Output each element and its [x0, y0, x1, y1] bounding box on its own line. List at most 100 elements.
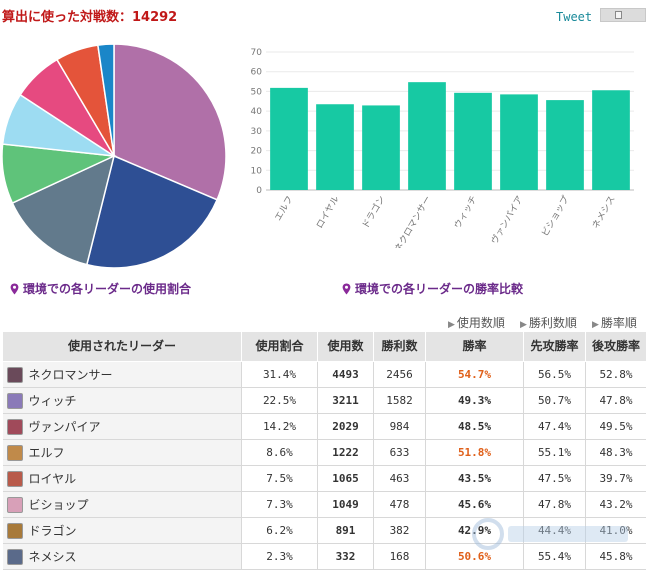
- cell-rate: 48.5%: [425, 413, 524, 440]
- cell-second-rate: 47.8%: [585, 387, 646, 414]
- cell-leader: ネクロマンサー: [2, 361, 242, 388]
- cell-leader: ヴァンパイア: [2, 413, 242, 440]
- x-tick-label: ネメシス: [590, 194, 618, 231]
- y-tick-label: 50: [251, 87, 263, 97]
- cell-first-rate: 47.4%: [523, 413, 586, 440]
- usage-caption: 環境での各リーダーの使用割合: [10, 280, 191, 297]
- bar: [546, 100, 584, 190]
- cell-wins: 463: [373, 465, 426, 492]
- header-rate: 勝率: [425, 331, 524, 362]
- leader-avatar-icon: [6, 496, 23, 513]
- pie-slice: [85, 154, 219, 269]
- leader-name: ネメシス: [28, 550, 77, 564]
- x-tick-label: ビショップ: [540, 194, 572, 238]
- cell-rate: 54.7%: [425, 361, 524, 388]
- table-row: ロイヤル 7.5% 1065 463 43.5% 47.5% 39.7%: [2, 465, 646, 492]
- cell-rate: 50.6%: [425, 543, 524, 570]
- table-row: エルフ 8.6% 1222 633 51.8% 55.1% 48.3%: [2, 439, 646, 466]
- cell-first-rate: 56.5%: [523, 361, 586, 388]
- cell-second-rate: 39.7%: [585, 465, 646, 492]
- cell-count: 1222: [317, 439, 374, 466]
- y-tick-label: 30: [251, 127, 263, 137]
- sort-link-wins[interactable]: ▶ 勝利数順: [520, 316, 577, 330]
- cell-leader: エルフ: [2, 439, 242, 466]
- header-second-rate: 後攻勝率: [585, 331, 646, 362]
- bar: [270, 87, 308, 190]
- cell-leader: ネメシス: [2, 543, 242, 570]
- header-leader: 使用されたリーダー: [2, 331, 242, 362]
- usage-caption-text: 環境での各リーダーの使用割合: [23, 282, 192, 296]
- leader-avatar-icon: [6, 392, 23, 409]
- cell-first-rate: 50.7%: [523, 387, 586, 414]
- leader-avatar-icon: [6, 418, 23, 435]
- leader-name: ビショップ: [28, 498, 89, 512]
- winrate-caption-text: 環境での各リーダーの勝率比較: [355, 282, 524, 296]
- map-pin-icon: [342, 283, 351, 294]
- bar: [316, 104, 354, 190]
- cell-second-rate: 52.8%: [585, 361, 646, 388]
- leader-name: エルフ: [28, 446, 65, 460]
- cell-rate: 42.9%: [425, 517, 524, 544]
- cell-share: 7.5%: [241, 465, 318, 492]
- pie-slice: [97, 43, 115, 157]
- cell-count: 891: [317, 517, 374, 544]
- leader-avatar-icon: [6, 444, 23, 461]
- tweet-link[interactable]: Tweet: [556, 10, 593, 24]
- y-tick-label: 40: [251, 107, 263, 117]
- cell-share: 2.3%: [241, 543, 318, 570]
- leader-name: ウィッチ: [28, 394, 77, 408]
- cell-share: 31.4%: [241, 361, 318, 388]
- cell-leader: ウィッチ: [2, 387, 242, 414]
- cell-second-rate: 45.8%: [585, 543, 646, 570]
- x-tick-label: ウィッチ: [452, 194, 480, 231]
- cell-second-rate: 48.3%: [585, 439, 646, 466]
- bar: [408, 82, 446, 190]
- header-count: 使用数: [317, 331, 374, 362]
- leader-stats-table: 使用されたリーダー 使用割合 使用数 勝利数 勝率 先攻勝率 後攻勝率 ネクロマ…: [2, 331, 646, 570]
- table-row: ビショップ 7.3% 1049 478 45.6% 47.8% 43.2%: [2, 491, 646, 518]
- share-button[interactable]: [600, 8, 646, 22]
- x-tick-label: ロイヤル: [315, 195, 342, 231]
- cell-rate: 49.3%: [425, 387, 524, 414]
- cell-first-rate: 47.5%: [523, 465, 586, 492]
- x-tick-label: ネクロマンサー: [393, 194, 434, 248]
- x-tick-label: ヴァンパイア: [488, 194, 525, 247]
- cell-wins: 1582: [373, 387, 426, 414]
- winrate-bar-chart: 0 10 20 30 40 50 60 70 エルフ ロイヤル ドラゴン ネクロマンサー ウィッチ ヴァン…: [251, 48, 634, 248]
- y-tick-label: 10: [251, 166, 263, 176]
- bar: [500, 94, 538, 190]
- cell-share: 6.2%: [241, 517, 318, 544]
- cell-second-rate: 41.0%: [585, 517, 646, 544]
- cell-wins: 168: [373, 543, 426, 570]
- bookmark-icon: [615, 11, 622, 19]
- triangle-right-icon: ▶: [592, 320, 599, 330]
- pie-slice: [113, 43, 227, 201]
- cell-wins: 478: [373, 491, 426, 518]
- cell-count: 332: [317, 543, 374, 570]
- y-tick-label: 20: [251, 147, 263, 157]
- leader-name: ヴァンパイア: [28, 420, 101, 434]
- cell-wins: 633: [373, 439, 426, 466]
- table-row: ウィッチ 22.5% 3211 1582 49.3% 50.7% 47.8%: [2, 387, 646, 414]
- cell-share: 8.6%: [241, 439, 318, 466]
- table-row: ネメシス 2.3% 332 168 50.6% 55.4% 45.8%: [2, 543, 646, 570]
- sort-link-rate[interactable]: ▶ 勝率順: [592, 316, 637, 330]
- y-tick-label: 70: [251, 48, 263, 58]
- leader-name: ロイヤル: [28, 472, 77, 486]
- y-tick-label: 60: [251, 68, 263, 78]
- cell-first-rate: 47.8%: [523, 491, 586, 518]
- cell-first-rate: 55.1%: [523, 439, 586, 466]
- bar: [454, 92, 492, 190]
- cell-count: 4493: [317, 361, 374, 388]
- table-header-row: 使用されたリーダー 使用割合 使用数 勝利数 勝率 先攻勝率 後攻勝率: [2, 331, 646, 362]
- cell-first-rate: 55.4%: [523, 543, 586, 570]
- cell-wins: 984: [373, 413, 426, 440]
- leader-avatar-icon: [6, 548, 23, 565]
- cell-second-rate: 49.5%: [585, 413, 646, 440]
- cell-share: 7.3%: [241, 491, 318, 518]
- triangle-right-icon: ▶: [520, 320, 527, 330]
- table-row: ヴァンパイア 14.2% 2029 984 48.5% 47.4% 49.5%: [2, 413, 646, 440]
- sort-link-count[interactable]: ▶ 使用数順: [448, 316, 505, 330]
- header-first-rate: 先攻勝率: [523, 331, 586, 362]
- header-share: 使用割合: [241, 331, 318, 362]
